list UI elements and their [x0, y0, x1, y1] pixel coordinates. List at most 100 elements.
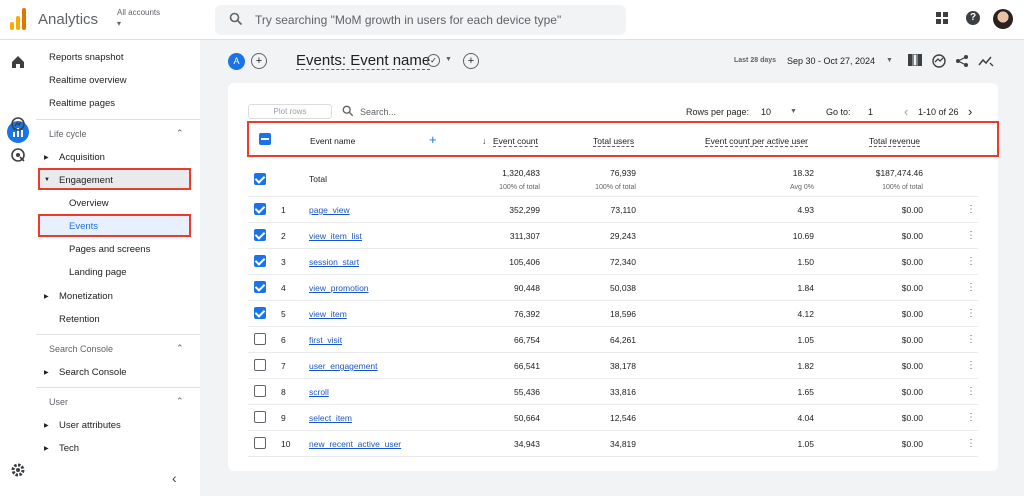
- date-dropdown-icon[interactable]: ▼: [886, 57, 893, 64]
- section-user[interactable]: User: [49, 397, 69, 407]
- sort-desc-icon[interactable]: ↓: [482, 136, 487, 146]
- row-checkbox[interactable]: [254, 229, 266, 241]
- prev-page-icon[interactable]: ‹: [904, 104, 909, 119]
- insights-icon[interactable]: [932, 54, 946, 68]
- nav-pages-screens[interactable]: Pages and screens: [69, 244, 151, 255]
- event-name-link[interactable]: page_view: [309, 205, 350, 215]
- nav-tech[interactable]: Tech: [59, 443, 80, 454]
- add-dimension-icon[interactable]: +: [463, 53, 479, 69]
- row-menu-icon[interactable]: ⋮: [966, 204, 976, 215]
- account-selector[interactable]: All accounts ▾: [117, 8, 160, 28]
- col-total-revenue[interactable]: Total revenue: [869, 136, 921, 147]
- event-name-link[interactable]: new_recent_active_user: [309, 439, 402, 449]
- event-name-link[interactable]: view_promotion: [309, 283, 369, 293]
- nav-events[interactable]: Events: [69, 221, 99, 232]
- add-comparison-icon[interactable]: +: [251, 53, 267, 69]
- row-menu-icon[interactable]: ⋮: [966, 360, 976, 371]
- report-header: A + Events: Event name ✓ ▼ + Last 28 day…: [200, 40, 1024, 82]
- add-column-icon[interactable]: +: [429, 132, 437, 147]
- chevron-up-icon[interactable]: ⌃: [176, 343, 184, 353]
- explore-icon[interactable]: [9, 115, 27, 133]
- row-checkbox[interactable]: [254, 411, 266, 423]
- row-menu-icon[interactable]: ⋮: [966, 386, 976, 397]
- select-all-checkbox[interactable]: [259, 133, 271, 145]
- section-search-console[interactable]: Search Console: [49, 344, 114, 354]
- row-checkbox[interactable]: [254, 437, 266, 449]
- row-menu-icon[interactable]: ⋮: [966, 412, 976, 423]
- row-checkbox[interactable]: [254, 359, 266, 371]
- goto-input[interactable]: 1: [868, 107, 874, 117]
- chevron-up-icon[interactable]: ⌃: [176, 396, 184, 406]
- expand-icon[interactable]: ▶: [44, 294, 49, 300]
- row-menu-icon[interactable]: ⋮: [966, 308, 976, 319]
- nav-landing-page[interactable]: Landing page: [69, 267, 127, 278]
- col-per-active-user[interactable]: Event count per active user: [705, 136, 809, 147]
- row-checkbox[interactable]: [254, 203, 266, 215]
- nav-reports-snapshot[interactable]: Reports snapshot: [49, 52, 124, 63]
- chevron-down-icon[interactable]: ▼: [790, 108, 797, 115]
- nav-retention[interactable]: Retention: [59, 314, 100, 325]
- nav-monetization[interactable]: Monetization: [59, 291, 113, 302]
- event-name-link[interactable]: view_item_list: [309, 231, 362, 241]
- date-range[interactable]: Sep 30 - Oct 27, 2024: [787, 56, 876, 66]
- advertising-icon[interactable]: [9, 146, 27, 164]
- table-search-input[interactable]: Search...: [360, 107, 397, 117]
- title-dropdown-icon[interactable]: ▼: [445, 56, 452, 63]
- analytics-logo-icon[interactable]: [10, 8, 28, 30]
- comparison-badge[interactable]: A: [228, 53, 245, 70]
- row-checkbox[interactable]: [254, 385, 266, 397]
- nav-engagement[interactable]: Engagement: [59, 175, 113, 186]
- rows-per-page-label: Rows per page:: [686, 107, 750, 117]
- expand-icon[interactable]: ▶: [44, 423, 49, 429]
- help-icon[interactable]: ?: [966, 11, 980, 25]
- columns-icon[interactable]: [908, 54, 922, 66]
- row-checkbox[interactable]: [254, 255, 266, 267]
- row-menu-icon[interactable]: ⋮: [966, 282, 976, 293]
- nav-acquisition[interactable]: Acquisition: [59, 152, 105, 163]
- expand-icon[interactable]: ▶: [44, 155, 49, 161]
- nav-search-console[interactable]: Search Console: [59, 367, 127, 378]
- check-circle-icon[interactable]: ✓: [427, 54, 440, 67]
- nav-realtime-overview[interactable]: Realtime overview: [49, 75, 127, 86]
- collapse-sidebar-icon[interactable]: ‹: [172, 470, 177, 486]
- nav-user-attributes[interactable]: User attributes: [59, 420, 121, 431]
- trend-icon[interactable]: [978, 54, 994, 68]
- avatar[interactable]: [993, 9, 1013, 29]
- total-checkbox[interactable]: [254, 173, 266, 185]
- section-lifecycle[interactable]: Life cycle: [49, 129, 87, 139]
- settings-icon[interactable]: [9, 461, 27, 479]
- next-page-icon[interactable]: ›: [968, 104, 973, 119]
- event-name-link[interactable]: first_visit: [309, 335, 343, 345]
- event-name-link[interactable]: select_item: [309, 413, 352, 423]
- col-total-users[interactable]: Total users: [593, 136, 635, 147]
- search-bar[interactable]: Try searching "MoM growth in users for e…: [215, 5, 626, 35]
- row-menu-icon[interactable]: ⋮: [966, 334, 976, 345]
- collapse-icon[interactable]: ▼: [44, 177, 50, 183]
- row-checkbox[interactable]: [254, 307, 266, 319]
- row-menu-icon[interactable]: ⋮: [966, 230, 976, 241]
- nav-realtime-pages[interactable]: Realtime pages: [49, 98, 116, 109]
- row-menu-icon[interactable]: ⋮: [966, 438, 976, 449]
- nav-overview[interactable]: Overview: [69, 198, 109, 209]
- event-name-link[interactable]: scroll: [309, 387, 329, 397]
- expand-icon[interactable]: ▶: [44, 446, 49, 452]
- nav-engagement-highlight[interactable]: [38, 168, 191, 190]
- rows-per-page-select[interactable]: 10: [761, 107, 772, 117]
- nav-events-highlight[interactable]: [38, 214, 191, 237]
- expand-icon[interactable]: ▶: [44, 370, 49, 376]
- chevron-up-icon[interactable]: ⌃: [176, 128, 184, 138]
- col-event-name[interactable]: Event name: [310, 136, 356, 146]
- share-icon[interactable]: [955, 54, 969, 68]
- event-name-link[interactable]: user_engagement: [309, 361, 378, 371]
- event-name-link[interactable]: view_item: [309, 309, 347, 319]
- event-name-link[interactable]: session_start: [309, 257, 360, 267]
- per-user-cell: 1.65: [797, 387, 814, 397]
- home-icon[interactable]: [9, 53, 27, 71]
- row-checkbox[interactable]: [254, 281, 266, 293]
- plot-rows-button[interactable]: Plot rows: [248, 104, 332, 119]
- col-event-count[interactable]: Event count: [493, 136, 538, 147]
- apps-icon[interactable]: [936, 12, 948, 24]
- revenue-cell: $0.00: [901, 413, 923, 423]
- row-menu-icon[interactable]: ⋮: [966, 256, 976, 267]
- row-checkbox[interactable]: [254, 333, 266, 345]
